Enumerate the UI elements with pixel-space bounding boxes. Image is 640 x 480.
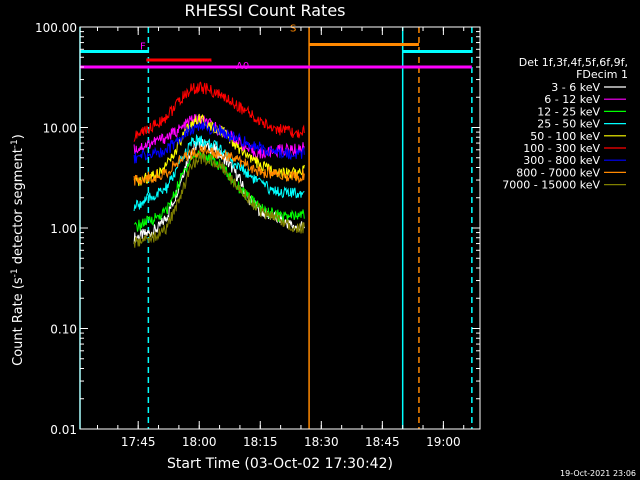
flag-label-4: A0 [236, 61, 249, 72]
legend: Det 1f,3f,4f,5f,6f,9f,FDecim 13 - 6 keV6… [502, 56, 628, 192]
legend-entry-2: 12 - 25 keV [537, 105, 600, 118]
flag-label-3: S [290, 24, 296, 35]
y-tick-label-1: 0.10 [50, 323, 77, 337]
y-tick-label-3: 10.00 [43, 122, 77, 136]
footer-timestamp: 19-Oct-2021 23:06 [560, 469, 636, 478]
flag-layer: F S A0 [80, 24, 472, 72]
x-tick-label-5: 19:00 [426, 435, 461, 449]
series-line-7 [133, 145, 305, 186]
y-tick-label-0: 0.01 [50, 423, 77, 437]
x-axis-label: Start Time (03-Oct-02 17:30:42) [167, 456, 393, 472]
series-line-6 [133, 121, 305, 164]
y-axis-label: Count Rate (s-1 detector segment-1) [10, 134, 26, 366]
legend-entry-5: 100 - 300 keV [523, 142, 600, 155]
x-tick-label-2: 18:15 [243, 435, 278, 449]
series-line-3 [133, 133, 305, 212]
series-line-5 [133, 81, 305, 142]
legend-entry-4: 50 - 100 keV [530, 130, 600, 143]
legend-entry-0: 3 - 6 keV [551, 81, 600, 94]
data-layer [79, 27, 473, 429]
x-tick-label-1: 18:00 [182, 435, 217, 449]
legend-entry-6: 300 - 800 keV [523, 154, 600, 167]
x-tick-label-3: 18:30 [304, 435, 339, 449]
y-tick-label-2: 1.00 [50, 222, 77, 236]
legend-header-line2: FDecim 1 [576, 68, 628, 81]
x-tick-label-4: 18:45 [365, 435, 400, 449]
axis-layer: 0.01 0.10 1.00 10.00 100.00 17:45 18:00 18:15 18… [35, 21, 480, 449]
chart-title: RHESSI Count Rates [185, 1, 346, 20]
series-line-0 [133, 137, 305, 244]
legend-entry-1: 6 - 12 keV [544, 93, 600, 106]
legend-entry-3: 25 - 50 keV [537, 118, 600, 131]
y-tick-label-4: 100.00 [35, 21, 77, 35]
x-tick-label-0: 17:45 [121, 435, 156, 449]
series-line-8 [133, 151, 305, 248]
legend-header-line1: Det 1f,3f,4f,5f,6f,9f, [519, 56, 628, 69]
legend-entry-8: 7000 - 15000 keV [502, 179, 600, 192]
legend-entry-7: 800 - 7000 keV [516, 166, 600, 179]
flag-label-1: F [140, 41, 146, 52]
